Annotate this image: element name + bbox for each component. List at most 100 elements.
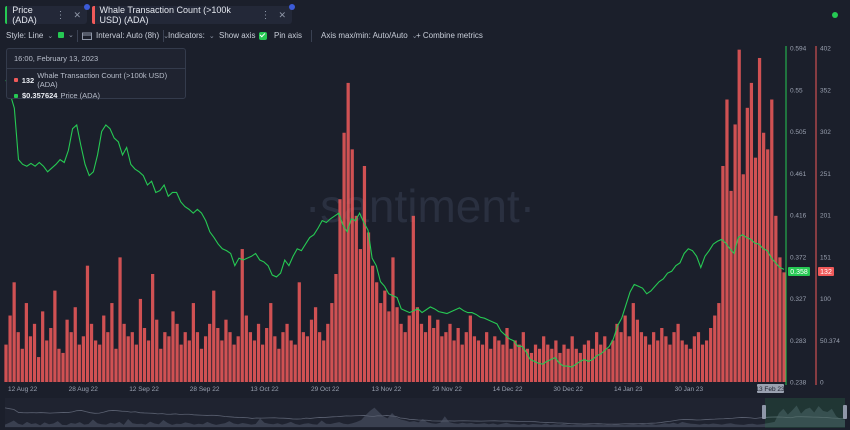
whale-bar [20,348,24,382]
whale-axis-ticks: 402 352 302 251 201 151 100 50.374 0 [820,46,840,387]
divider [311,30,312,42]
navigator-selection[interactable] [765,398,845,428]
whale-color-bar [92,6,95,24]
whale-bar [277,348,281,382]
chart-tooltip: 16:00, February 13, 2023 132 Whale Trans… [6,48,186,100]
style-select[interactable]: Style: Line ⌄ [6,31,53,40]
whale-bar [558,352,562,382]
whale-bar [8,315,12,382]
whale-bar [428,315,432,382]
show-axis-toggle[interactable]: Show axis [219,31,268,40]
metric-tab-price[interactable]: Price (ADA) ⋮ ✕ [5,4,90,25]
whale-bars [4,49,786,383]
whale-bar [578,352,582,382]
whale-tick-label: 100 [820,296,831,303]
whale-bar [533,344,538,382]
whale-bar [717,303,721,382]
whale-bar [452,340,456,382]
whale-bar [77,344,81,382]
whale-bar [407,315,411,382]
whale-bar [562,344,566,382]
whale-bar [244,315,248,382]
more-vertical-icon[interactable]: ⋮ [55,9,66,21]
navigator-left-handle[interactable] [762,405,766,419]
whale-bar [73,307,77,382]
price-tick-label: 0.505 [790,129,807,136]
whale-bar [684,344,688,382]
whale-bar [444,332,448,382]
chevron-down-icon: ⌄ [47,32,54,40]
whale-bar [570,336,574,382]
whale-bar [36,357,41,382]
whale-bar [358,249,362,382]
whale-tick-label: 201 [820,213,831,220]
x-tick-label: 29 Oct 22 [311,386,340,393]
checkbox-checked-icon[interactable] [259,31,268,40]
price-tick-label: 0.461 [790,171,807,178]
whale-bar [656,340,660,382]
close-icon[interactable]: ✕ [73,9,81,20]
x-tick-label: 30 Jan 23 [675,386,704,393]
whale-bar [232,344,236,382]
whale-bar [175,323,179,382]
whale-tick-label: 151 [820,254,831,261]
chevron-down-icon: ⌄ [163,32,170,40]
navigator-price-line [4,407,846,425]
whale-bar [224,319,228,382]
more-vertical-icon[interactable]: ⋮ [260,9,271,21]
price-current-badge [788,267,810,276]
axis-maxmin-select[interactable]: Axis max/min: Auto/Auto ⌄ [321,31,418,40]
live-status-dot [832,12,838,18]
whale-bar [472,336,477,382]
whale-bar [354,215,358,382]
whale-bar [57,348,61,382]
metric-tab-whale[interactable]: Whale Transaction Count (>100k USD) (ADA… [92,4,295,25]
whale-bar [745,107,749,382]
whale-bar [383,290,387,382]
whale-bar [4,344,8,382]
whale-bar [485,332,489,382]
whale-bar [725,99,729,382]
timeline-navigator[interactable] [4,398,847,428]
whale-bar [240,249,244,382]
whale-bar [220,340,224,382]
whale-bar [346,82,350,383]
interval-select[interactable]: Interval: Auto (8h) ⌄ [82,31,169,40]
tooltip-price-label: Price (ADA) [60,91,101,100]
whale-bar [611,340,615,382]
x-tick-label: 14 Dec 22 [493,386,523,393]
whale-bar [480,344,485,382]
metric-corner-dot [84,4,90,10]
x-tick-label: 28 Sep 22 [190,386,220,393]
whale-bar [285,323,289,382]
whale-bar [93,340,98,382]
whale-bar [521,332,525,382]
whale-bar [607,348,611,382]
combine-metrics-button[interactable]: + Combine metrics [416,31,483,40]
indicators-select[interactable]: Indicators: ⌄ [168,31,215,40]
whale-bar [464,332,468,382]
whale-bar [448,323,452,382]
whale-bar [403,332,407,382]
price-tick-label: 0.283 [790,338,807,345]
whale-bar [493,336,497,382]
whale-bar [423,332,428,382]
pin-axis-toggle[interactable]: Pin axis [274,31,302,40]
whale-bar [61,352,65,382]
price-tick-label: 0.327 [790,296,807,303]
whale-bar [305,336,310,382]
whale-bar [256,323,261,382]
whale-bar [415,307,420,382]
color-picker[interactable]: ⌄ [58,31,74,39]
whale-bar [252,340,257,382]
whale-bar [615,323,619,382]
whale-bar [704,340,709,382]
whale-current-badge [818,267,834,276]
close-icon[interactable]: ✕ [278,9,286,20]
whale-bar [476,340,481,382]
whale-bar [509,348,513,382]
whale-bar [313,307,318,382]
navigator-right-handle[interactable] [843,405,847,419]
whale-bar [24,303,28,382]
